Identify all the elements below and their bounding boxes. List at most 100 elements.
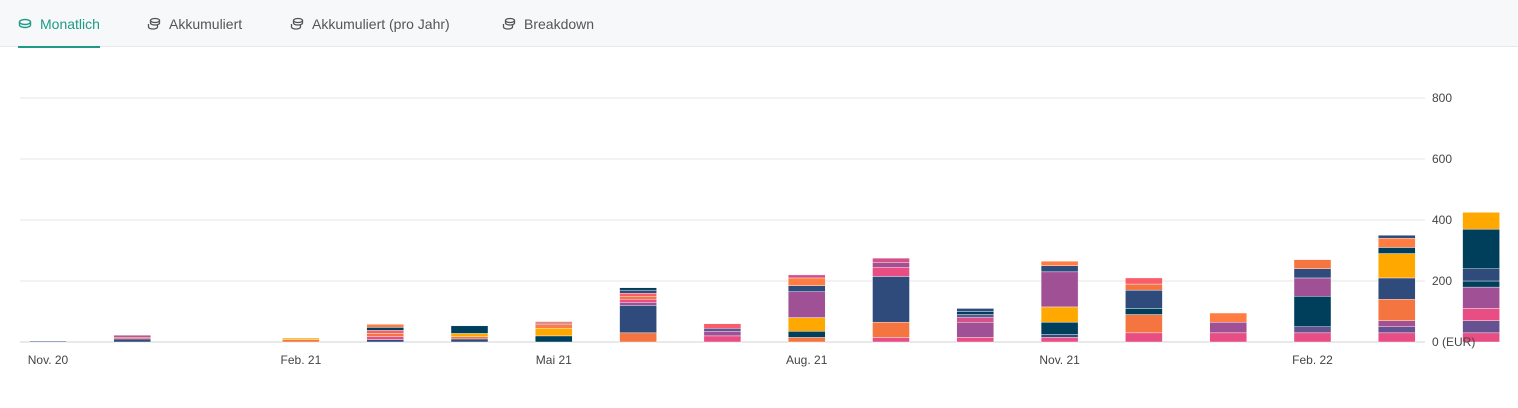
coins-icon	[502, 17, 516, 30]
bar-segment[interactable]	[1293, 332, 1332, 343]
bar-segment[interactable]	[1125, 277, 1163, 285]
bar-segment[interactable]	[535, 324, 573, 329]
tab-breakdown[interactable]: Breakdown	[502, 0, 594, 47]
bar-segment[interactable]	[450, 338, 489, 343]
bar-segment[interactable]	[872, 257, 910, 263]
bar-segment[interactable]	[366, 324, 404, 328]
bar-segment[interactable]	[1125, 283, 1163, 291]
bar-segment[interactable]	[619, 299, 657, 303]
bar-segment[interactable]	[1209, 312, 1247, 323]
bar-segment[interactable]	[619, 292, 657, 297]
tab-label: Akkumuliert	[169, 15, 243, 32]
bar-segment[interactable]	[1040, 321, 1079, 335]
bar-segment[interactable]	[1040, 334, 1079, 338]
bar-segment[interactable]	[1378, 332, 1416, 343]
bar-segment[interactable]	[872, 276, 910, 323]
bar-segment[interactable]	[703, 323, 742, 329]
tab-label: Akkumuliert (pro Jahr)	[312, 15, 450, 32]
bar-segment[interactable]	[1209, 321, 1247, 334]
bar-segment[interactable]	[1462, 286, 1500, 309]
bar-segment[interactable]	[366, 333, 404, 337]
bar-segment[interactable]	[872, 262, 910, 268]
bar-segment[interactable]	[1378, 247, 1416, 254]
bar-segment[interactable]	[956, 314, 994, 318]
bar-segment[interactable]	[956, 321, 994, 338]
bar-segment[interactable]	[788, 337, 826, 343]
bar-segment[interactable]	[788, 317, 826, 332]
bar-segment[interactable]	[956, 311, 994, 315]
tab-monatlich[interactable]: Monatlich	[18, 0, 100, 48]
bar-segment[interactable]	[872, 321, 910, 338]
bar-segment[interactable]	[619, 305, 657, 334]
bar-segment[interactable]	[788, 274, 826, 279]
bar-segment[interactable]	[535, 322, 573, 325]
bar-segment[interactable]	[1378, 277, 1416, 300]
bar-segment[interactable]	[1378, 235, 1416, 239]
bar-segment[interactable]	[1040, 337, 1079, 343]
tab-akkumuliert-pro-jahr[interactable]: Akkumuliert (pro Jahr)	[290, 0, 450, 47]
bar-segment[interactable]	[1125, 308, 1163, 315]
bar-segment[interactable]	[366, 327, 404, 331]
bar-segment[interactable]	[703, 328, 742, 332]
bar-segment[interactable]	[1040, 271, 1079, 308]
bar-segment[interactable]	[1293, 326, 1332, 334]
bar-segment[interactable]	[535, 335, 573, 343]
bar-segment[interactable]	[282, 339, 320, 343]
bar-segment[interactable]	[703, 335, 742, 343]
bar-segment[interactable]	[366, 330, 404, 334]
bar-segment[interactable]	[1040, 306, 1079, 323]
bar-segment[interactable]	[956, 308, 994, 312]
bar-segment[interactable]	[788, 285, 826, 292]
bar-segment[interactable]	[1378, 238, 1416, 248]
bar-segment[interactable]	[956, 337, 994, 343]
bar-segment[interactable]	[872, 267, 910, 277]
bar-segment[interactable]	[366, 336, 404, 340]
x-tick-label: Mai 21	[536, 353, 572, 367]
bar-segment[interactable]	[535, 328, 573, 337]
bar-segment[interactable]	[1378, 253, 1416, 279]
bar-segment[interactable]	[29, 340, 67, 343]
bar-segment[interactable]	[282, 337, 320, 340]
bar-segment[interactable]	[703, 331, 742, 337]
bar-segment[interactable]	[113, 335, 152, 338]
bar-segment[interactable]	[1462, 268, 1500, 282]
bar-segment[interactable]	[619, 302, 657, 306]
bar-segment[interactable]	[956, 317, 994, 323]
bar-segment[interactable]	[1293, 259, 1332, 269]
bar-segment[interactable]	[1293, 277, 1332, 297]
x-axis: Nov. 20 Feb. 21 Mai 21 Aug. 21 Nov. 21 Feb. 2…	[28, 353, 1333, 367]
bar-segment[interactable]	[1125, 314, 1163, 334]
bar-segment[interactable]	[872, 337, 910, 343]
bar-segment[interactable]	[113, 336, 152, 340]
bar-segment[interactable]	[1462, 280, 1500, 288]
tab-bar: Monatlich Akkumuliert Akkumuliert (pro J…	[0, 0, 1518, 48]
bar-segment[interactable]	[1462, 212, 1500, 230]
bar-segment[interactable]	[1125, 332, 1163, 343]
bar-segment[interactable]	[1462, 228, 1500, 269]
bar-segment[interactable]	[788, 291, 826, 318]
bar-segment[interactable]	[1293, 296, 1332, 327]
bar-segment[interactable]	[1378, 299, 1416, 321]
bar-segment[interactable]	[1040, 265, 1079, 273]
bar-segment[interactable]	[450, 325, 489, 334]
bar-segment[interactable]	[1462, 320, 1500, 334]
bar-segment[interactable]	[1378, 326, 1416, 334]
bar-segment[interactable]	[366, 339, 404, 343]
bar-segment[interactable]	[1378, 320, 1416, 327]
bar-segment[interactable]	[619, 287, 657, 291]
bar-segment[interactable]	[619, 332, 657, 343]
bar-segment[interactable]	[1040, 260, 1079, 266]
bar-segment[interactable]	[788, 331, 826, 338]
tab-akkumuliert[interactable]: Akkumuliert	[147, 0, 242, 47]
bar-segment[interactable]	[1209, 332, 1247, 343]
bar-segment[interactable]	[619, 296, 657, 300]
bar-segment[interactable]	[619, 289, 657, 294]
bar-segment[interactable]	[1125, 289, 1163, 309]
bar-segment[interactable]	[788, 277, 826, 286]
bar-segment[interactable]	[113, 338, 152, 343]
bar-segment[interactable]	[535, 321, 573, 324]
bar-segment[interactable]	[1293, 268, 1332, 279]
bar-segment[interactable]	[450, 336, 489, 340]
bar-segment[interactable]	[450, 333, 489, 337]
bar-segment[interactable]	[1462, 308, 1500, 321]
